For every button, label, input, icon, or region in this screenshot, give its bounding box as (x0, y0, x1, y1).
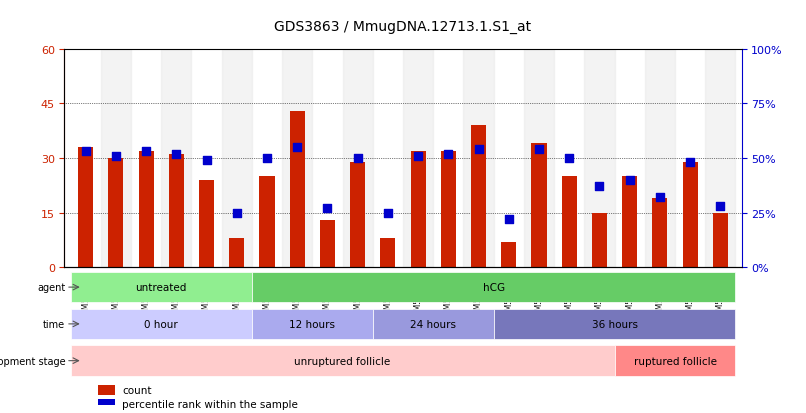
Bar (584, 50, 615, 268)
Point (412, 153, 425, 160)
Point (200, 157, 213, 164)
Point (563, 155, 575, 162)
Point (683, 160, 696, 166)
Bar (403, 50, 434, 268)
Bar (199, 180, 214, 268)
Bar (592, 213, 607, 268)
Bar (622, 177, 638, 268)
Text: ruptured follicle: ruptured follicle (634, 356, 717, 366)
Bar (524, 50, 555, 268)
Bar (229, 239, 244, 268)
Text: hCG: hCG (483, 282, 505, 292)
Point (533, 147, 546, 153)
FancyBboxPatch shape (251, 309, 372, 339)
Bar (320, 221, 335, 268)
Bar (161, 50, 192, 268)
Bar (282, 50, 313, 268)
Bar (168, 155, 184, 268)
Point (623, 177, 636, 184)
Bar (562, 177, 577, 268)
Point (381, 210, 394, 216)
Point (472, 147, 485, 153)
Text: count: count (122, 385, 152, 395)
Text: 0 hour: 0 hour (144, 319, 178, 329)
Point (351, 155, 364, 162)
Bar (645, 50, 675, 268)
Bar (101, 50, 131, 268)
FancyBboxPatch shape (493, 309, 735, 339)
Bar (652, 199, 667, 268)
Point (231, 210, 243, 216)
Text: agent: agent (37, 282, 65, 292)
Bar (501, 242, 517, 268)
Point (502, 216, 515, 223)
Bar (471, 126, 486, 268)
Bar (78, 148, 93, 268)
Point (321, 206, 334, 212)
FancyBboxPatch shape (71, 272, 251, 303)
Text: untreated: untreated (135, 282, 187, 292)
Point (260, 155, 273, 162)
Bar (380, 239, 396, 268)
Point (291, 145, 304, 151)
Text: percentile rank within the sample: percentile rank within the sample (122, 399, 298, 408)
Bar (139, 151, 154, 268)
Bar (350, 162, 365, 268)
Bar (222, 50, 251, 268)
FancyBboxPatch shape (71, 346, 615, 376)
Text: unruptured follicle: unruptured follicle (294, 356, 391, 366)
Point (654, 195, 667, 201)
Bar (108, 159, 123, 268)
Text: development stage: development stage (0, 356, 65, 366)
Text: GDS3863 / MmugDNA.12713.1.S1_at: GDS3863 / MmugDNA.12713.1.S1_at (274, 20, 532, 34)
FancyBboxPatch shape (251, 272, 735, 303)
Bar (531, 144, 546, 268)
Point (714, 203, 727, 210)
Point (170, 151, 183, 158)
Point (442, 151, 455, 158)
Bar (260, 177, 275, 268)
Bar (289, 112, 305, 268)
Bar (343, 50, 372, 268)
Point (110, 153, 123, 160)
Bar (98, 399, 115, 408)
Bar (463, 50, 493, 268)
Point (139, 149, 152, 155)
FancyBboxPatch shape (71, 309, 251, 339)
Text: time: time (44, 319, 65, 329)
FancyBboxPatch shape (615, 346, 735, 376)
Bar (683, 162, 698, 268)
Bar (441, 151, 456, 268)
FancyBboxPatch shape (372, 309, 493, 339)
Point (79, 149, 92, 155)
Bar (713, 213, 728, 268)
Text: 36 hours: 36 hours (592, 319, 638, 329)
Bar (410, 151, 426, 268)
Bar (705, 50, 735, 268)
Bar (98, 385, 115, 395)
Point (593, 184, 606, 190)
Text: 24 hours: 24 hours (410, 319, 456, 329)
Text: 12 hours: 12 hours (289, 319, 335, 329)
